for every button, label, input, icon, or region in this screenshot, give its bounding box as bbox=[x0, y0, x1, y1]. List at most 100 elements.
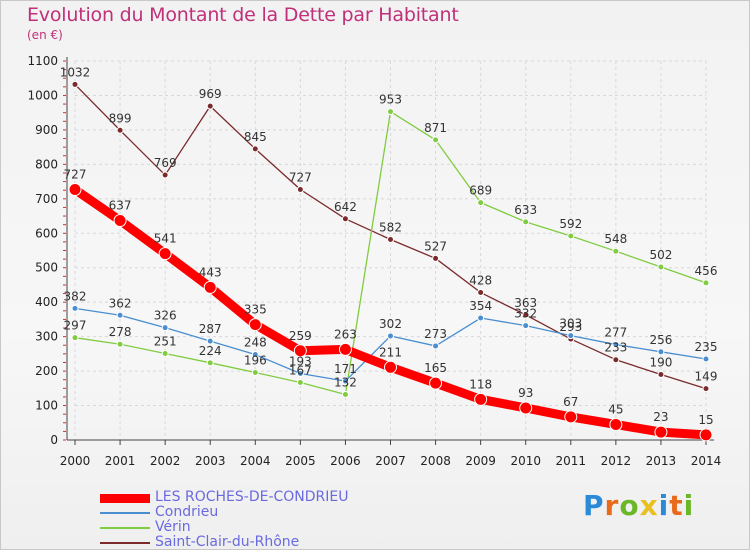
data-label: 456 bbox=[695, 264, 718, 278]
data-label: 527 bbox=[424, 239, 447, 253]
data-point-saint-clair-du-rhone bbox=[116, 126, 124, 134]
y-tick-label: 0 bbox=[50, 433, 58, 447]
data-point-verin bbox=[71, 334, 79, 342]
data-point-condrieu bbox=[341, 377, 349, 385]
data-label: 642 bbox=[334, 200, 357, 214]
data-label: 15 bbox=[698, 413, 713, 427]
data-point-les-roches-de-condrieu bbox=[248, 318, 262, 332]
y-tick-label: 1100 bbox=[27, 54, 58, 68]
data-point-les-roches-de-condrieu bbox=[158, 247, 172, 261]
data-point-verin bbox=[251, 368, 259, 376]
y-tick-label: 800 bbox=[35, 157, 58, 171]
data-label: 428 bbox=[469, 274, 492, 288]
logo-letter: o bbox=[619, 489, 640, 522]
data-label: 256 bbox=[649, 333, 672, 347]
data-label: 23 bbox=[653, 410, 668, 424]
data-label: 293 bbox=[559, 320, 582, 334]
data-point-condrieu bbox=[71, 304, 79, 312]
series-group bbox=[68, 80, 713, 442]
data-label: 541 bbox=[154, 232, 177, 246]
legend-label: Condrieu bbox=[155, 504, 219, 520]
data-label: 633 bbox=[514, 203, 537, 217]
data-label: 190 bbox=[649, 356, 672, 370]
x-tick-label: 2000 bbox=[60, 454, 91, 468]
logo-letter: i bbox=[683, 489, 695, 522]
data-label: 382 bbox=[64, 289, 87, 303]
data-point-les-roches-de-condrieu bbox=[384, 360, 397, 374]
x-tick-label: 2005 bbox=[285, 454, 316, 468]
data-label: 443 bbox=[199, 265, 222, 279]
data-label: 171 bbox=[334, 362, 357, 376]
data-label: 727 bbox=[289, 171, 312, 185]
data-label: 354 bbox=[469, 299, 492, 313]
data-point-condrieu bbox=[296, 370, 304, 378]
proxiti-logo: Proxiti bbox=[583, 489, 694, 522]
data-point-les-roches-de-condrieu bbox=[474, 392, 488, 406]
x-tick-label: 2001 bbox=[105, 454, 136, 468]
data-label: 165 bbox=[424, 361, 447, 375]
data-point-condrieu bbox=[477, 314, 485, 322]
data-point-les-roches-de-condrieu bbox=[113, 214, 127, 228]
x-tick-label: 2010 bbox=[510, 454, 541, 468]
data-point-verin bbox=[116, 340, 124, 348]
x-tick-label: 2012 bbox=[601, 454, 632, 468]
data-label: 592 bbox=[559, 217, 582, 231]
data-label: 769 bbox=[154, 156, 177, 170]
data-label: 167 bbox=[289, 363, 312, 377]
data-label: 278 bbox=[109, 325, 132, 339]
data-label: 248 bbox=[244, 336, 267, 350]
data-point-saint-clair-du-rhone bbox=[477, 289, 485, 297]
data-point-saint-clair-du-rhone bbox=[206, 102, 214, 110]
data-label: 196 bbox=[244, 353, 267, 367]
data-point-condrieu bbox=[567, 332, 575, 340]
data-labels: 1032899769969845727642582527428363293233… bbox=[60, 65, 718, 426]
x-tick-label: 2004 bbox=[240, 454, 271, 468]
axes: 0 100 200 300 400 500 600 700 800 900 1000 1100 2000… bbox=[27, 54, 721, 468]
data-point-saint-clair-du-rhone bbox=[296, 186, 304, 194]
x-tick-label: 2013 bbox=[646, 454, 677, 468]
y-tick-label: 400 bbox=[35, 295, 58, 309]
data-label: 287 bbox=[199, 322, 222, 336]
logo-letter: i bbox=[658, 489, 670, 522]
data-label: 335 bbox=[244, 303, 267, 317]
data-label: 953 bbox=[379, 93, 402, 107]
legend-swatch bbox=[100, 527, 150, 529]
data-point-verin bbox=[161, 350, 169, 358]
data-point-les-roches-de-condrieu bbox=[564, 410, 578, 424]
legend-label: Vérin bbox=[155, 519, 191, 535]
legend-label: LES ROCHES-DE-CONDRIEU bbox=[155, 489, 349, 505]
x-tick-label: 2011 bbox=[556, 454, 587, 468]
data-label: 233 bbox=[604, 341, 627, 355]
y-tick-label: 200 bbox=[35, 364, 58, 378]
data-point-verin bbox=[522, 218, 530, 226]
data-point-saint-clair-du-rhone bbox=[702, 385, 710, 393]
data-point-saint-clair-du-rhone bbox=[522, 311, 530, 319]
data-point-les-roches-de-condrieu bbox=[68, 183, 82, 197]
data-label: 727 bbox=[64, 168, 87, 182]
data-label: 362 bbox=[109, 296, 132, 310]
data-label: 67 bbox=[563, 395, 578, 409]
data-point-les-roches-de-condrieu bbox=[429, 376, 443, 390]
data-label: 302 bbox=[379, 317, 402, 331]
data-label: 363 bbox=[514, 296, 537, 310]
data-point-condrieu bbox=[702, 355, 710, 363]
data-label: 871 bbox=[424, 121, 447, 135]
data-point-saint-clair-du-rhone bbox=[341, 215, 349, 223]
data-point-condrieu bbox=[251, 351, 259, 359]
data-point-les-roches-de-condrieu bbox=[609, 417, 623, 431]
data-point-les-roches-de-condrieu bbox=[203, 280, 217, 294]
data-label: 251 bbox=[154, 335, 177, 349]
data-point-verin bbox=[206, 359, 214, 367]
data-label: 502 bbox=[649, 248, 672, 262]
data-point-saint-clair-du-rhone bbox=[387, 235, 394, 243]
data-label: 277 bbox=[604, 326, 627, 340]
y-tick-label: 500 bbox=[35, 261, 58, 275]
data-label: 1032 bbox=[60, 65, 91, 79]
logo-letter: r bbox=[604, 489, 620, 522]
data-point-verin bbox=[702, 279, 710, 287]
data-point-verin bbox=[387, 108, 394, 116]
x-tick-label: 2014 bbox=[691, 454, 722, 468]
data-point-saint-clair-du-rhone bbox=[71, 80, 79, 88]
